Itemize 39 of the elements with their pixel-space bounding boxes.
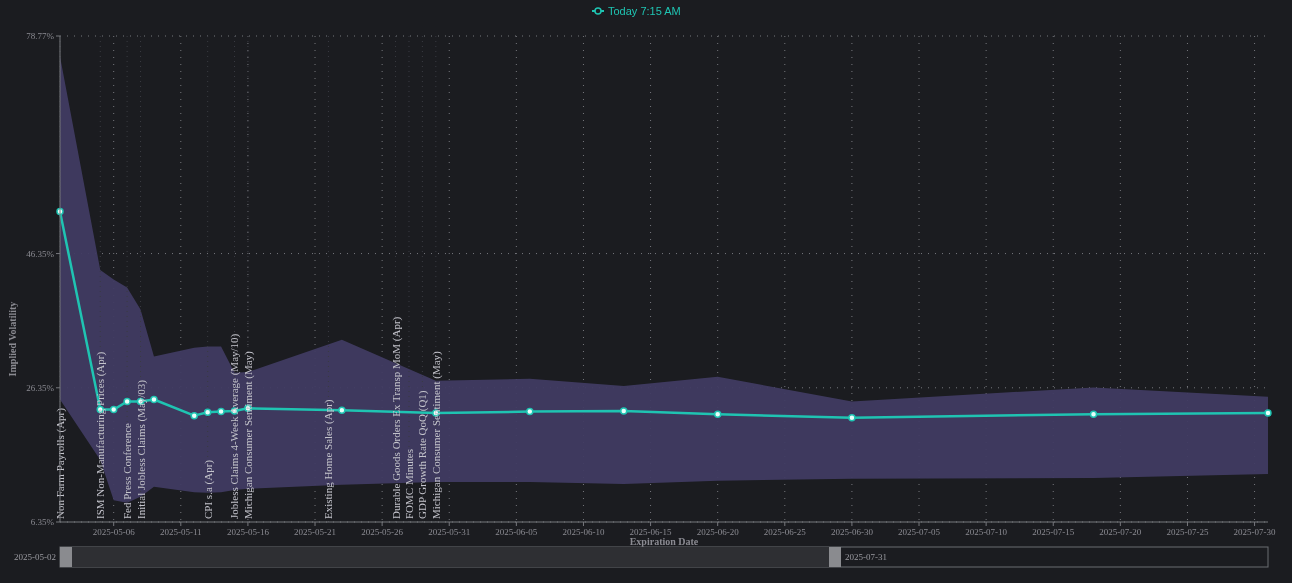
x-tick-label: 2025-07-25 [1166, 527, 1209, 537]
x-tick-label: 2025-06-15 [629, 527, 673, 537]
x-axis-title: Expiration Date [629, 536, 699, 547]
x-tick-label: 2025-05-16 [226, 527, 270, 537]
x-tick-label: 2025-06-30 [830, 527, 874, 537]
x-tick-label: 2025-05-06 [92, 527, 136, 537]
text: 2025-05-02 [14, 552, 56, 563]
y-tick-label: 46.35% [26, 248, 55, 259]
x-tick-label: 2025-07-20 [1099, 527, 1142, 537]
legend-label: Today 7:15 AM [608, 4, 681, 17]
x-tick-label: 2025-05-31 [428, 527, 471, 537]
x-tick-label: 2025-07-05 [898, 527, 941, 537]
ref-line-label: CPI s.a (Apr) [201, 459, 215, 519]
ref-line-label: GDP Growth Rate QoQ (Q1) [416, 390, 430, 519]
x-tick-label: 2025-06-05 [495, 527, 538, 537]
ref-line-label: Michigan Consumer Sentiment (May) [241, 350, 255, 519]
ref-line-label: ISM Non-Manufacturing Prices (Apr) [94, 351, 108, 519]
x-tick-label: 2025-06-10 [562, 527, 605, 537]
ref-line-label: Jobless Claims 4-Week Average (May/10) [228, 333, 242, 519]
y-axis-title: Implied Volatility [7, 301, 18, 377]
x-tick-label: 2025-05-26 [361, 527, 404, 537]
ref-line-label: Initial Jobless Claims (May/03) [134, 379, 148, 519]
text: 2025-07-31 [845, 552, 887, 563]
ref-line-label: Fed Press Conference [121, 422, 134, 519]
x-tick-label: 2025-07-15 [1032, 527, 1075, 537]
x-tick-label: 2025-07-30 [1233, 527, 1277, 537]
ref-line-label: FOMC Minutes [402, 449, 415, 519]
y-tick-label: 26.35% [26, 382, 55, 393]
x-tick-label: 2025-06-20 [696, 527, 740, 537]
ref-line-label: Non Farm Payrolls (Apr) [54, 407, 67, 519]
x-tick-label: 2025-06-25 [763, 527, 807, 537]
x-tick-label: 2025-05-21 [294, 527, 337, 537]
ref-line-label: Durable Goods Orders Ex Transp MoM (Apr) [389, 316, 403, 519]
x-tick-label: 2025-07-10 [965, 527, 1008, 537]
y-tick-label: 78.77% [26, 31, 55, 42]
ref-line-label: Existing Home Sales (Apr) [322, 399, 336, 519]
ref-line-label: Michigan Consumer Sentiment (May) [429, 350, 443, 519]
x-tick-label: 2025-05-11 [159, 527, 202, 537]
y-tick-label: 6.35% [30, 517, 55, 528]
